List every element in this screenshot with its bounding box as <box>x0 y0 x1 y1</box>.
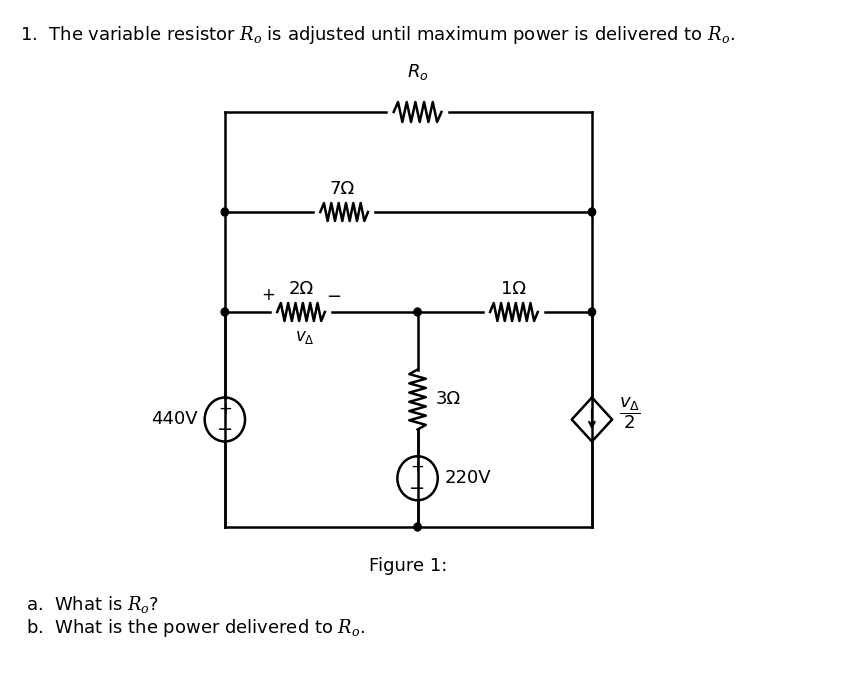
Text: a.  What is $R_o$?: a. What is $R_o$? <box>26 594 159 615</box>
Text: 1.  The variable resistor $R_o$ is adjusted until maximum power is delivered to : 1. The variable resistor $R_o$ is adjust… <box>20 24 734 46</box>
Text: +: + <box>218 400 231 417</box>
Text: 1Ω: 1Ω <box>501 280 525 298</box>
Text: Figure 1:: Figure 1: <box>368 557 447 575</box>
Circle shape <box>221 208 229 216</box>
Text: 220V: 220V <box>444 469 491 487</box>
Text: −: − <box>326 288 341 306</box>
Circle shape <box>221 308 229 316</box>
Text: 7Ω: 7Ω <box>329 180 355 198</box>
Text: $v_{\Delta}$: $v_{\Delta}$ <box>294 328 314 346</box>
Circle shape <box>588 308 595 316</box>
Text: b.  What is the power delivered to $R_o$.: b. What is the power delivered to $R_o$. <box>26 617 364 639</box>
Text: +: + <box>410 458 424 476</box>
Text: $R_o$: $R_o$ <box>406 62 428 82</box>
Circle shape <box>414 308 421 316</box>
Text: 440V: 440V <box>150 411 197 428</box>
Text: −: − <box>409 479 426 498</box>
Text: 3Ω: 3Ω <box>435 391 461 409</box>
Text: $\dfrac{v_{\Delta}}{2}$: $\dfrac{v_{\Delta}}{2}$ <box>618 396 641 431</box>
Text: 2Ω: 2Ω <box>288 280 313 298</box>
Text: −: − <box>217 420 233 439</box>
Text: +: + <box>261 286 275 304</box>
Circle shape <box>588 208 595 216</box>
Circle shape <box>414 523 421 531</box>
